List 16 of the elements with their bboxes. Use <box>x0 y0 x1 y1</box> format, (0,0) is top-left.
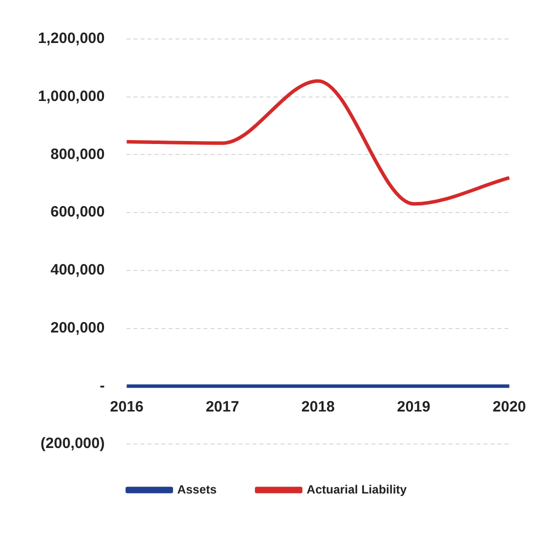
legend-label: Assets <box>177 482 217 496</box>
x-tick-label: 2020 <box>492 398 526 416</box>
x-tick-label: 2018 <box>301 398 335 416</box>
y-tick-label: 1,000,000 <box>38 88 105 105</box>
legend-label: Actuarial Liability <box>306 482 408 496</box>
x-tick-label: 2019 <box>396 398 430 416</box>
y-tick-label: 400,000 <box>50 262 105 279</box>
y-tick-label: 600,000 <box>50 204 105 221</box>
line-series <box>124 79 512 206</box>
y-tick-label: 800,000 <box>50 146 105 163</box>
x-tick-label: 2017 <box>206 398 240 416</box>
y-tick-label: - <box>100 377 105 394</box>
y-tick-label: 200,000 <box>50 319 105 336</box>
x-tick-label: 2016 <box>110 398 144 416</box>
y-tick-label: 1,200,000 <box>38 30 105 48</box>
y-tick-label: (200,000) <box>40 435 105 452</box>
